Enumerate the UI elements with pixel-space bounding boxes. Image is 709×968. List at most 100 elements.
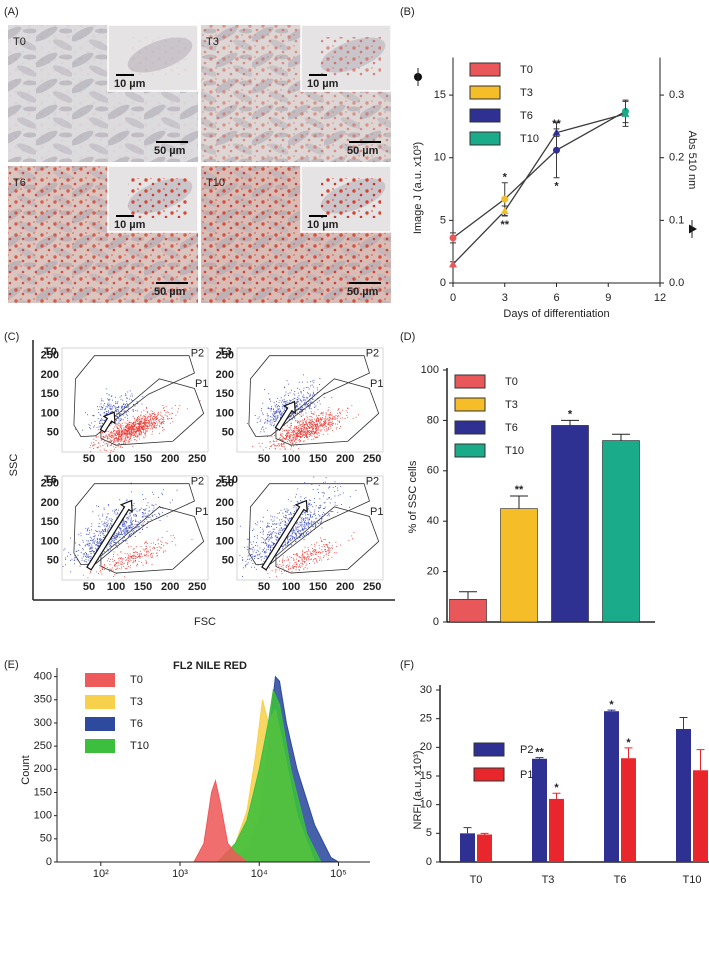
- event-dot: [272, 542, 273, 543]
- event-dot: [297, 437, 298, 438]
- event-dot: [127, 428, 128, 429]
- event-dot: [86, 559, 87, 560]
- event-dot: [129, 431, 130, 432]
- event-dot: [110, 445, 111, 446]
- event-dot: [308, 393, 309, 394]
- event-dot: [134, 437, 135, 438]
- event-dot: [263, 538, 264, 539]
- event-dot: [152, 431, 153, 432]
- event-dot: [302, 563, 303, 564]
- event-dot: [297, 401, 298, 402]
- event-dot: [348, 408, 349, 409]
- event-dot: [305, 431, 306, 432]
- event-dot: [107, 526, 108, 527]
- event-dot: [100, 571, 101, 572]
- event-dot: [284, 521, 285, 522]
- event-dot: [266, 447, 267, 448]
- event-dot: [95, 535, 96, 536]
- event-dot: [298, 433, 299, 434]
- event-dot: [91, 422, 92, 423]
- event-dot: [150, 428, 151, 429]
- event-dot: [144, 437, 145, 438]
- event-dot: [269, 448, 270, 449]
- event-dot: [150, 423, 151, 424]
- event-dot: [99, 539, 100, 540]
- event-dot: [119, 537, 120, 538]
- event-dot: [142, 416, 143, 417]
- event-dot: [121, 561, 122, 562]
- event-dot: [327, 430, 328, 431]
- event-dot: [119, 421, 120, 422]
- event-dot: [146, 419, 147, 420]
- event-dot: [283, 528, 284, 529]
- event-dot: [294, 398, 295, 399]
- event-dot: [146, 561, 147, 562]
- event-dot: [143, 437, 144, 438]
- event-dot: [281, 527, 282, 528]
- event-dot: [156, 417, 157, 418]
- event-dot: [114, 535, 115, 536]
- event-dot: [274, 413, 275, 414]
- event-dot: [318, 507, 319, 508]
- event-dot: [122, 534, 123, 535]
- event-dot: [305, 433, 306, 434]
- event-dot: [143, 431, 144, 432]
- event-dot: [148, 513, 149, 514]
- event-dot: [289, 432, 290, 433]
- event-dot: [264, 389, 265, 390]
- event-dot: [279, 406, 280, 407]
- event-dot: [95, 540, 96, 541]
- event-dot: [115, 397, 116, 398]
- event-dot: [337, 490, 338, 491]
- event-dot: [97, 539, 98, 540]
- event-dot: [270, 419, 271, 420]
- event-dot: [321, 420, 322, 421]
- event-dot: [304, 418, 305, 419]
- event-dot: [305, 515, 306, 516]
- event-dot: [114, 442, 115, 443]
- event-dot: [98, 573, 99, 574]
- event-dot: [121, 419, 122, 420]
- event-dot: [129, 556, 130, 557]
- event-dot: [148, 552, 149, 553]
- event-dot: [315, 426, 316, 427]
- event-dot: [74, 560, 75, 561]
- event-dot: [150, 555, 151, 556]
- y-axis-label: NRFI (a.u. x10³): [412, 751, 424, 830]
- event-dot: [276, 570, 277, 571]
- event-dot: [139, 510, 140, 511]
- event-dot: [91, 551, 92, 552]
- event-dot: [82, 430, 83, 431]
- event-dot: [300, 425, 301, 426]
- event-dot: [74, 558, 75, 559]
- event-dot: [306, 518, 307, 519]
- event-dot: [320, 425, 321, 426]
- event-dot: [326, 431, 327, 432]
- event-dot: [110, 435, 111, 436]
- event-dot: [121, 569, 122, 570]
- event-dot: [259, 548, 260, 549]
- event-dot: [304, 562, 305, 563]
- event-dot: [297, 404, 298, 405]
- x-tick-label: 200: [336, 581, 354, 593]
- event-dot: [172, 413, 173, 414]
- event-dot: [134, 433, 135, 434]
- event-dot: [104, 535, 105, 536]
- event-dot: [311, 553, 312, 554]
- event-dot: [304, 522, 305, 523]
- event-dot: [98, 542, 99, 543]
- event-dot: [93, 445, 94, 446]
- event-dot: [325, 420, 326, 421]
- event-dot: [110, 569, 111, 570]
- event-dot: [163, 489, 164, 490]
- event-dot: [154, 425, 155, 426]
- event-dot: [296, 405, 297, 406]
- event-dot: [311, 521, 312, 522]
- event-dot: [167, 543, 168, 544]
- event-dot: [285, 524, 286, 525]
- gate-label: P1: [195, 378, 208, 390]
- event-dot: [130, 437, 131, 438]
- event-dot: [167, 419, 168, 420]
- event-dot: [113, 554, 114, 555]
- event-dot: [305, 513, 306, 514]
